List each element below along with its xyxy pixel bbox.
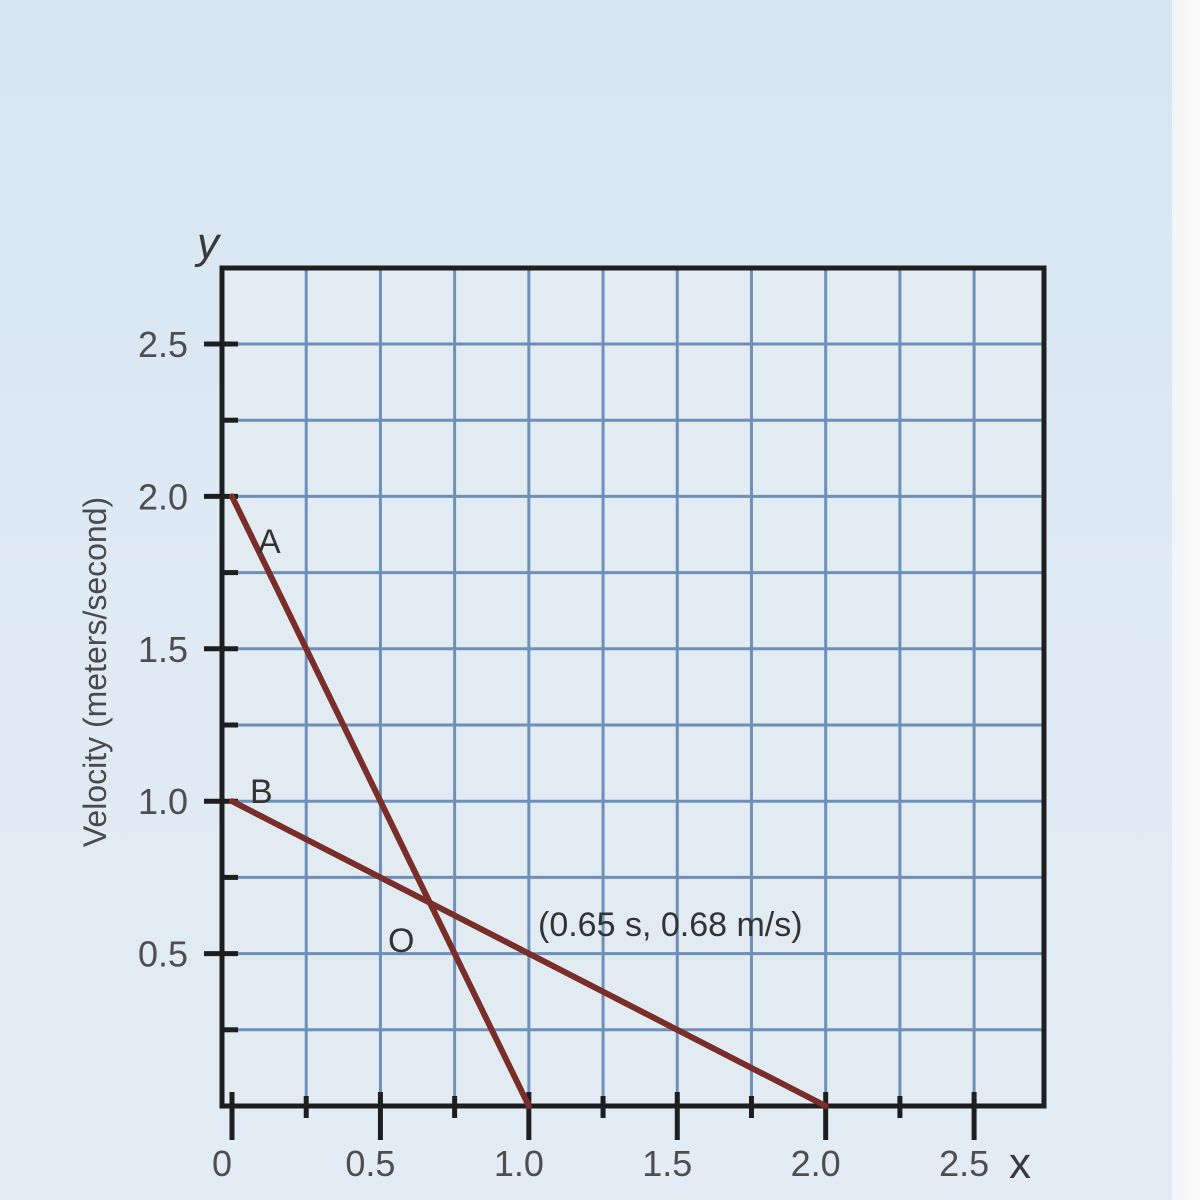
intersection-label: O (388, 922, 414, 960)
x-tick-label: 2.5 (939, 1143, 989, 1184)
y-tick-label: 2.0 (138, 476, 188, 517)
series-line-a (229, 493, 532, 1109)
series-label-a: A (258, 523, 281, 561)
series-line-b (229, 798, 829, 1109)
screen-edge (1172, 0, 1200, 1200)
y-tick-label: 1.5 (138, 629, 188, 670)
y-tick-label: 0.5 (138, 934, 188, 975)
x-tick-label: 0 (212, 1143, 232, 1184)
y-tick-labels: 0.5 1.0 1.5 2.0 2.5 (138, 324, 188, 975)
x-tick-label: 2.0 (791, 1143, 841, 1184)
intersection-annotation: (0.65 s, 0.68 m/s) (538, 906, 803, 944)
x-tick-label: 1.5 (642, 1143, 692, 1184)
x-tick-label: 1.0 (494, 1143, 544, 1184)
y-tick-label: 1.0 (138, 781, 188, 822)
grid-lines (224, 270, 1042, 1104)
plot-frame (219, 265, 1047, 1109)
series-lines (229, 493, 829, 1109)
x-tick-labels: 0 0.5 1.0 1.5 2.0 2.5 (212, 1143, 989, 1184)
y-tick-label: 2.5 (138, 324, 188, 365)
series-label-b: B (250, 773, 273, 811)
x-tick-label: 0.5 (345, 1143, 395, 1184)
x-axis-letter: x (1009, 1139, 1031, 1188)
y-axis-letter: y (194, 219, 222, 268)
plot-background (222, 268, 1044, 1106)
y-axis-label: Velocity (meters/second) (77, 497, 113, 847)
